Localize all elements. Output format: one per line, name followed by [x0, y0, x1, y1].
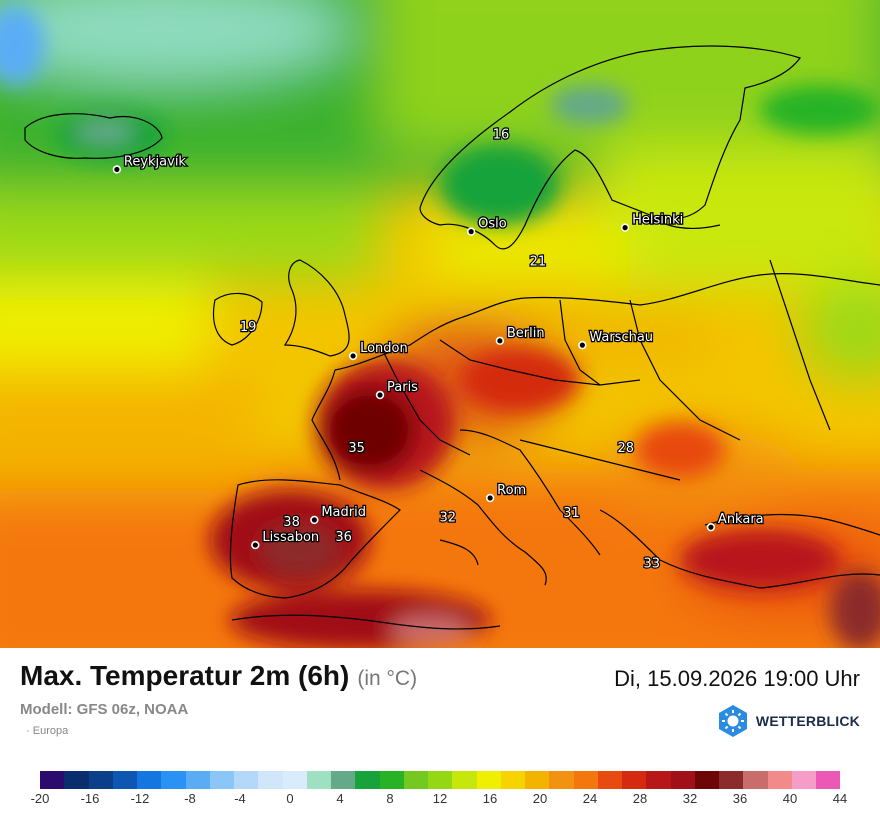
- legend-tick-label: 44: [832, 791, 848, 806]
- city-marker-rom: [485, 493, 495, 503]
- city-markers: Reykjavík Oslo Helsinki London Berlin Warscha…: [112, 153, 765, 550]
- city-label-london: London: [360, 341, 408, 356]
- legend-tick-label: 36: [732, 791, 748, 806]
- legend-swatch: [719, 771, 744, 789]
- temperature-value-label: 33: [644, 557, 661, 572]
- city-marker-reykjavik: [112, 165, 122, 174]
- region-label: Europa: [32, 725, 69, 737]
- wetterblick-logo: WETTERBLICK: [716, 704, 860, 738]
- legend-swatch: [791, 771, 816, 789]
- city-label-madrid: Madrid: [321, 505, 366, 520]
- temperature-value-label: 32: [440, 511, 457, 526]
- legend-swatch: [816, 771, 841, 789]
- legend-swatch: [476, 771, 501, 789]
- city-marker-london: [348, 351, 358, 361]
- city-label-berlin: Berlin: [507, 326, 545, 341]
- legend-swatch: [88, 771, 113, 789]
- city-label-ankara: Ankara: [718, 512, 764, 527]
- city-marker-berlin: [495, 336, 505, 346]
- legend-swatch: [694, 771, 719, 789]
- city-marker-helsinki: [620, 223, 630, 232]
- temperature-labels: 16 21 19 35 38 36 32 31 28 33: [239, 126, 662, 573]
- legend-swatch: [622, 771, 647, 789]
- model-info: Modell: GFS 06z, NOAA: [20, 701, 189, 718]
- legend-swatch: [331, 771, 356, 789]
- coastlines-borders: [24, 45, 880, 630]
- legend-tick-label: -8: [184, 791, 196, 806]
- city-marker-paris: [375, 390, 385, 400]
- temperature-value-label: 35: [348, 441, 365, 456]
- sun-icon: [718, 705, 747, 737]
- temperature-value-label: 36: [335, 530, 352, 545]
- temperature-field: [0, 0, 880, 648]
- legend-swatch: [64, 771, 89, 789]
- unit-label: (in °C): [357, 667, 418, 690]
- temperature-value-label: 16: [493, 127, 510, 142]
- legend-swatch: [549, 771, 574, 789]
- color-legend: [40, 771, 841, 789]
- legend-tick-label: -20: [30, 791, 50, 806]
- city-label-rom: Rom: [497, 483, 526, 498]
- legend-swatch: [767, 771, 792, 789]
- legend-swatch: [428, 771, 453, 789]
- legend-swatch: [161, 771, 186, 789]
- legend-swatch: [670, 771, 695, 789]
- legend-tick-label: 32: [682, 791, 698, 806]
- legend-swatch: [573, 771, 598, 789]
- legend-swatch: [40, 771, 65, 789]
- city-marker-ankara: [706, 522, 716, 532]
- legend-swatch: [452, 771, 477, 789]
- temperature-value-label: 19: [240, 320, 257, 335]
- legend-swatch: [646, 771, 671, 789]
- legend-swatch: [209, 771, 234, 789]
- legend-swatch: [525, 771, 550, 789]
- city-marker-madrid: [310, 515, 319, 525]
- forecast-datetime: Di, 15.09.2026 19:00 Uhr: [614, 666, 860, 691]
- legend-swatch: [306, 771, 331, 789]
- city-label-paris: Paris: [387, 380, 418, 395]
- legend-tick-label: 20: [532, 791, 548, 806]
- legend-swatch: [185, 771, 210, 789]
- legend-tick-label: 24: [582, 791, 598, 806]
- legend-tick-label: 40: [782, 791, 798, 806]
- legend-swatch: [379, 771, 404, 789]
- legend-swatch: [743, 771, 768, 789]
- legend-swatch: [282, 771, 307, 789]
- legend-tick-label: 4: [336, 791, 344, 806]
- legend-swatch: [258, 771, 283, 789]
- legend-swatch: [403, 771, 428, 789]
- temperature-map[interactable]: Reykjavík Oslo Helsinki London Berlin Warscha…: [0, 0, 880, 648]
- legend-tick-label: -4: [234, 791, 246, 806]
- city-marker-warschau: [578, 340, 587, 350]
- legend-swatch: [137, 771, 162, 789]
- city-marker-lissabon: [251, 540, 260, 550]
- temperature-value-label: 38: [283, 515, 300, 530]
- brand-name: WETTERBLICK: [755, 713, 860, 729]
- city-label-helsinki: Helsinki: [632, 213, 683, 228]
- city-label-oslo: Oslo: [478, 217, 507, 232]
- title-text: Max. Temperatur 2m (6h): [20, 660, 350, 691]
- city-marker-oslo: [466, 227, 476, 236]
- temperature-value-label: 21: [530, 255, 547, 270]
- legend-swatch: [234, 771, 259, 789]
- legend-swatch: [500, 771, 525, 789]
- legend-tick-label: 16: [482, 791, 498, 806]
- legend-tick-label: 8: [386, 791, 394, 806]
- legend-tick-label: -12: [130, 791, 150, 806]
- legend-tick-label: -16: [80, 791, 100, 806]
- legend-ticks: -20 -16 -12 -8 -4 0 4 8 12 16 20 24 28 32 36 40 44: [31, 791, 848, 809]
- temperature-value-label: 28: [617, 441, 634, 456]
- legend-swatch: [355, 771, 380, 789]
- city-label-reykjavik: Reykjavík: [124, 154, 187, 169]
- legend-tick-label: 12: [432, 791, 448, 806]
- region-link[interactable]: · Europa: [26, 725, 69, 737]
- legend-tick-label: 28: [632, 791, 648, 806]
- city-label-warschau: Warschau: [589, 330, 653, 345]
- city-label-lissabon: Lissabon: [262, 530, 319, 545]
- legend-swatch: [597, 771, 622, 789]
- legend-tick-label: 0: [286, 791, 294, 806]
- legend-swatch: [112, 771, 137, 789]
- map-title: Max. Temperatur 2m (6h) (in °C): [20, 660, 417, 692]
- temperature-value-label: 31: [563, 506, 580, 521]
